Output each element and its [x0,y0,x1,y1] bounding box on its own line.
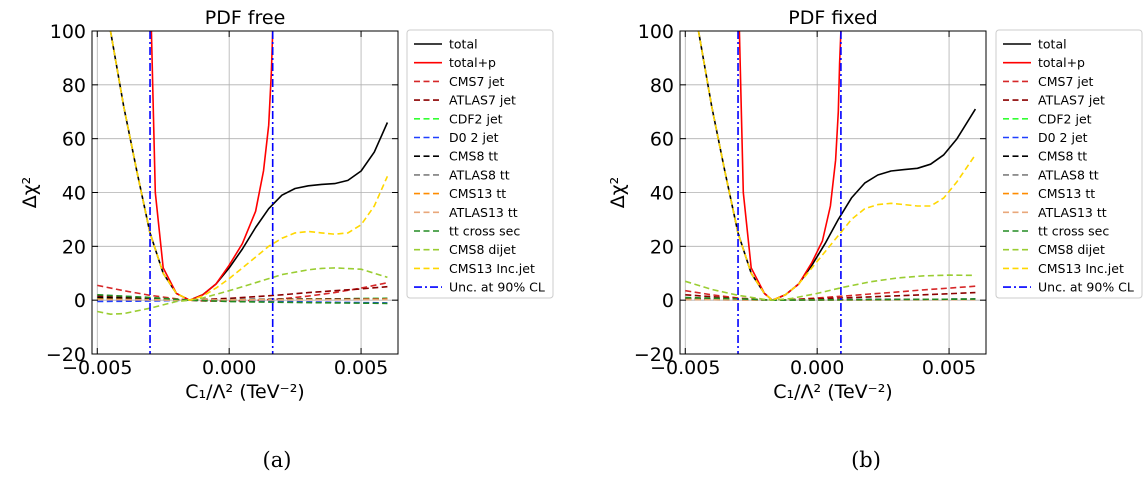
y-tick-label: 60 [650,129,674,151]
series-line-cms13-inc-jet [697,31,977,302]
series-line-total [697,31,977,302]
legend-label: ATLAS8 tt [449,167,510,182]
legend-label: total [449,37,478,52]
series-line-cms8-dijet [685,274,976,302]
legend-label: ATLAS8 tt [1038,167,1099,182]
legend: total total+p CMS7 jet ATLAS7 jet CDF2 jet D0… [406,29,554,299]
series-line-total-p [738,31,842,302]
chart-panel-2: −0.005 0.000 0.005 −20 0 20 40 60 80 100 PDF fixed… [607,7,1143,472]
x-tick-label: 0.005 [922,357,976,379]
series-line-cms13-inc-jet [109,31,389,302]
y-tick-label: −20 [634,344,674,366]
legend-label: tt cross sec [449,224,520,239]
legend-label: total+p [449,55,496,70]
legend-label: tt cross sec [1038,224,1109,239]
y-tick-label: 0 [74,290,86,312]
legend-label: CMS13 Inc.jet [449,261,535,276]
y-axis-label: Δχ² [19,177,41,209]
series-line-cms7-jet [97,281,388,303]
legend-label: ATLAS13 tt [1038,205,1107,220]
y-tick-label: −20 [46,344,86,366]
x-tick-label: 0.005 [334,357,388,379]
y-tick-label: 60 [62,129,86,151]
x-tick-label: 0.000 [790,357,844,379]
legend-label: CDF2 jet [449,111,503,126]
legend-box [995,29,1143,299]
legend-label: Unc. at 90% CL [449,280,545,295]
x-tick-label: −0.005 [650,357,720,379]
y-tick-label: 20 [650,236,674,258]
x-axis-label: C₁/Λ² (TeV⁻²) [773,381,892,403]
chart-title: PDF fixed [788,7,877,29]
series-line-total-p [150,31,274,302]
x-tick-label: −0.005 [62,357,132,379]
y-tick-label: 80 [62,75,86,97]
series-line-total [109,31,389,302]
series-line-d0-2-jet [97,299,388,304]
legend-label: CMS8 tt [449,149,498,164]
y-tick-label: 20 [62,236,86,258]
legend-label: total [1038,37,1067,52]
y-tick-label: 40 [650,183,674,205]
legend-label: CMS8 dijet [449,242,516,257]
chart-panel-1: −0.005 0.000 0.005 −20 0 20 40 60 80 100 PDF free C… [19,7,554,472]
legend-label: CDF2 jet [1038,111,1092,126]
legend-label: Unc. at 90% CL [1038,280,1134,295]
y-tick-label: 100 [638,21,674,43]
y-tick-label: 0 [662,290,674,312]
legend-label: CMS13 Inc.jet [1038,261,1124,276]
chart-title: PDF free [205,7,286,29]
legend-label: CMS8 dijet [1038,242,1105,257]
series-line-tt-cross-sec [97,294,388,305]
figure-caption: (a) [263,448,292,472]
legend-label: CMS13 tt [1038,186,1095,201]
legend-label: CMS7 jet [1038,74,1094,89]
y-axis-label: Δχ² [607,177,629,209]
x-axis-label: C₁/Λ² (TeV⁻²) [185,381,304,403]
legend-label: ATLAS7 jet [1038,93,1105,108]
y-tick-label: 80 [650,75,674,97]
legend-label: CMS8 tt [1038,149,1087,164]
legend-label: total+p [1038,55,1085,70]
legend-label: ATLAS13 tt [449,205,518,220]
legend-label: CMS13 tt [449,186,506,201]
y-tick-label: 100 [50,21,86,43]
series-line-cms8-dijet [97,267,388,316]
legend-box [406,29,554,299]
series-group [685,31,977,354]
x-tick-label: 0.000 [202,357,256,379]
y-tick-label: 40 [62,183,86,205]
legend-label: CMS7 jet [449,74,505,89]
figure-caption: (b) [851,448,881,472]
legend: total total+p CMS7 jet ATLAS7 jet CDF2 jet D0… [995,29,1143,299]
legend-label: D0 2 jet [449,130,499,145]
legend-label: D0 2 jet [1038,130,1088,145]
series-group [97,31,389,354]
legend-label: ATLAS7 jet [449,93,516,108]
